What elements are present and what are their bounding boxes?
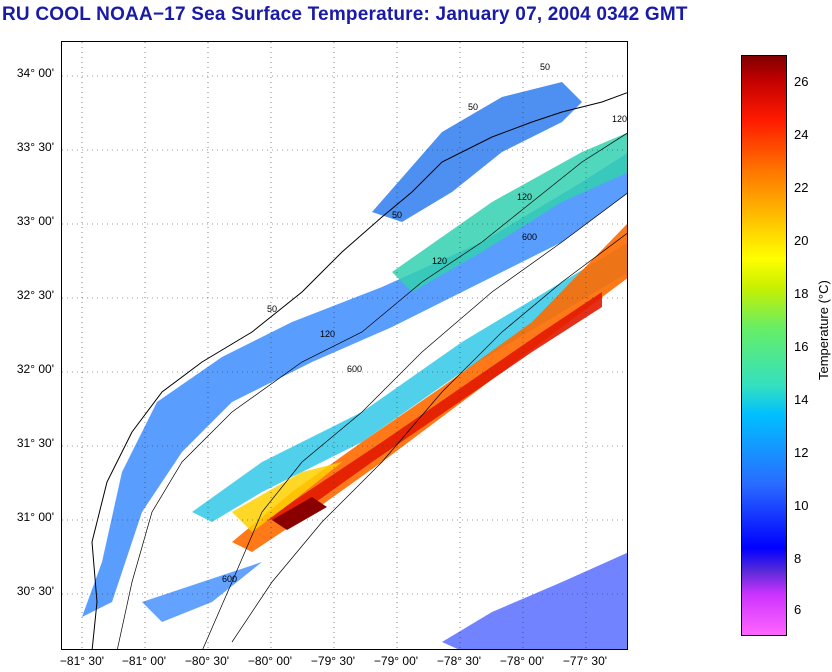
colorbar-tick: 6 bbox=[794, 602, 802, 617]
latitude-label: 32° 30' bbox=[16, 288, 54, 302]
isobath-label: 50 bbox=[540, 62, 550, 72]
isobath-label: 600 bbox=[522, 232, 537, 242]
longitude-label: −79° 00' bbox=[373, 654, 419, 668]
map-title: RU COOL NOAA−17 Sea Surface Temperature:… bbox=[2, 4, 688, 25]
sst-inshore-band bbox=[372, 82, 582, 222]
colorbar-title: Temperature (°C) bbox=[816, 280, 831, 380]
colorbar-tick: 14 bbox=[794, 392, 809, 407]
longitude-label: −81° 00' bbox=[121, 654, 167, 668]
latitude-label: 33° 30' bbox=[16, 140, 54, 154]
isobath-label: 50 bbox=[267, 304, 277, 314]
longitude-label: −81° 30' bbox=[59, 654, 105, 668]
longitude-label: −80° 00' bbox=[247, 654, 293, 668]
colorbar-tick: 16 bbox=[794, 339, 809, 354]
colorbar-tick: 20 bbox=[794, 233, 809, 248]
isobath-label: 600 bbox=[222, 574, 237, 584]
isobath-label: 50 bbox=[392, 210, 402, 220]
sst-map: 50 50 50 50 120 120 120 120 600 600 600 bbox=[61, 41, 628, 650]
latitude-label: 30° 30' bbox=[16, 584, 54, 598]
longitude-label: −78° 00' bbox=[499, 654, 545, 668]
isobath-label: 50 bbox=[468, 102, 478, 112]
sst-gulf-stream-core bbox=[272, 497, 327, 530]
colorbar-tick: 18 bbox=[794, 286, 809, 301]
latitude-label: 32° 00' bbox=[16, 362, 54, 376]
isobath-50 bbox=[117, 132, 627, 649]
latitude-label: 31° 30' bbox=[16, 436, 54, 450]
colorbar-tick: 10 bbox=[794, 498, 809, 513]
isobath-label: 120 bbox=[432, 256, 447, 266]
longitude-label: −79° 30' bbox=[310, 654, 356, 668]
colorbar-tick: 8 bbox=[794, 551, 802, 566]
colorbar-tick: 12 bbox=[794, 445, 809, 460]
temperature-colorbar bbox=[741, 55, 787, 636]
isobath-label: 120 bbox=[612, 114, 627, 124]
coastline bbox=[91, 92, 627, 649]
longitude-label: −78° 30' bbox=[436, 654, 482, 668]
longitude-label: −80° 30' bbox=[184, 654, 230, 668]
isobath-label: 600 bbox=[347, 364, 362, 374]
latitude-label: 34° 00' bbox=[16, 66, 54, 80]
isobath-label: 120 bbox=[320, 329, 335, 339]
sst-offshore-patch bbox=[442, 552, 627, 649]
isobath-label: 120 bbox=[517, 192, 532, 202]
sst-gulf-stream-core bbox=[262, 292, 602, 522]
sst-inshore-band bbox=[82, 153, 627, 617]
sst-map-canvas: 50 50 50 50 120 120 120 120 600 600 600 bbox=[62, 42, 627, 649]
sst-offshore-patch bbox=[142, 562, 262, 622]
latitude-label: 33° 00' bbox=[16, 214, 54, 228]
sst-offshore-warm bbox=[232, 462, 342, 532]
colorbar-tick: 26 bbox=[794, 74, 809, 89]
colorbar-tick: 24 bbox=[794, 127, 809, 142]
sst-midshelf-band bbox=[192, 243, 627, 522]
latitude-label: 31° 00' bbox=[16, 510, 54, 524]
isobath-600 bbox=[231, 233, 627, 643]
isobath-120 bbox=[202, 193, 627, 649]
colorbar-tick: 22 bbox=[794, 180, 809, 195]
longitude-label: −77° 30' bbox=[562, 654, 608, 668]
